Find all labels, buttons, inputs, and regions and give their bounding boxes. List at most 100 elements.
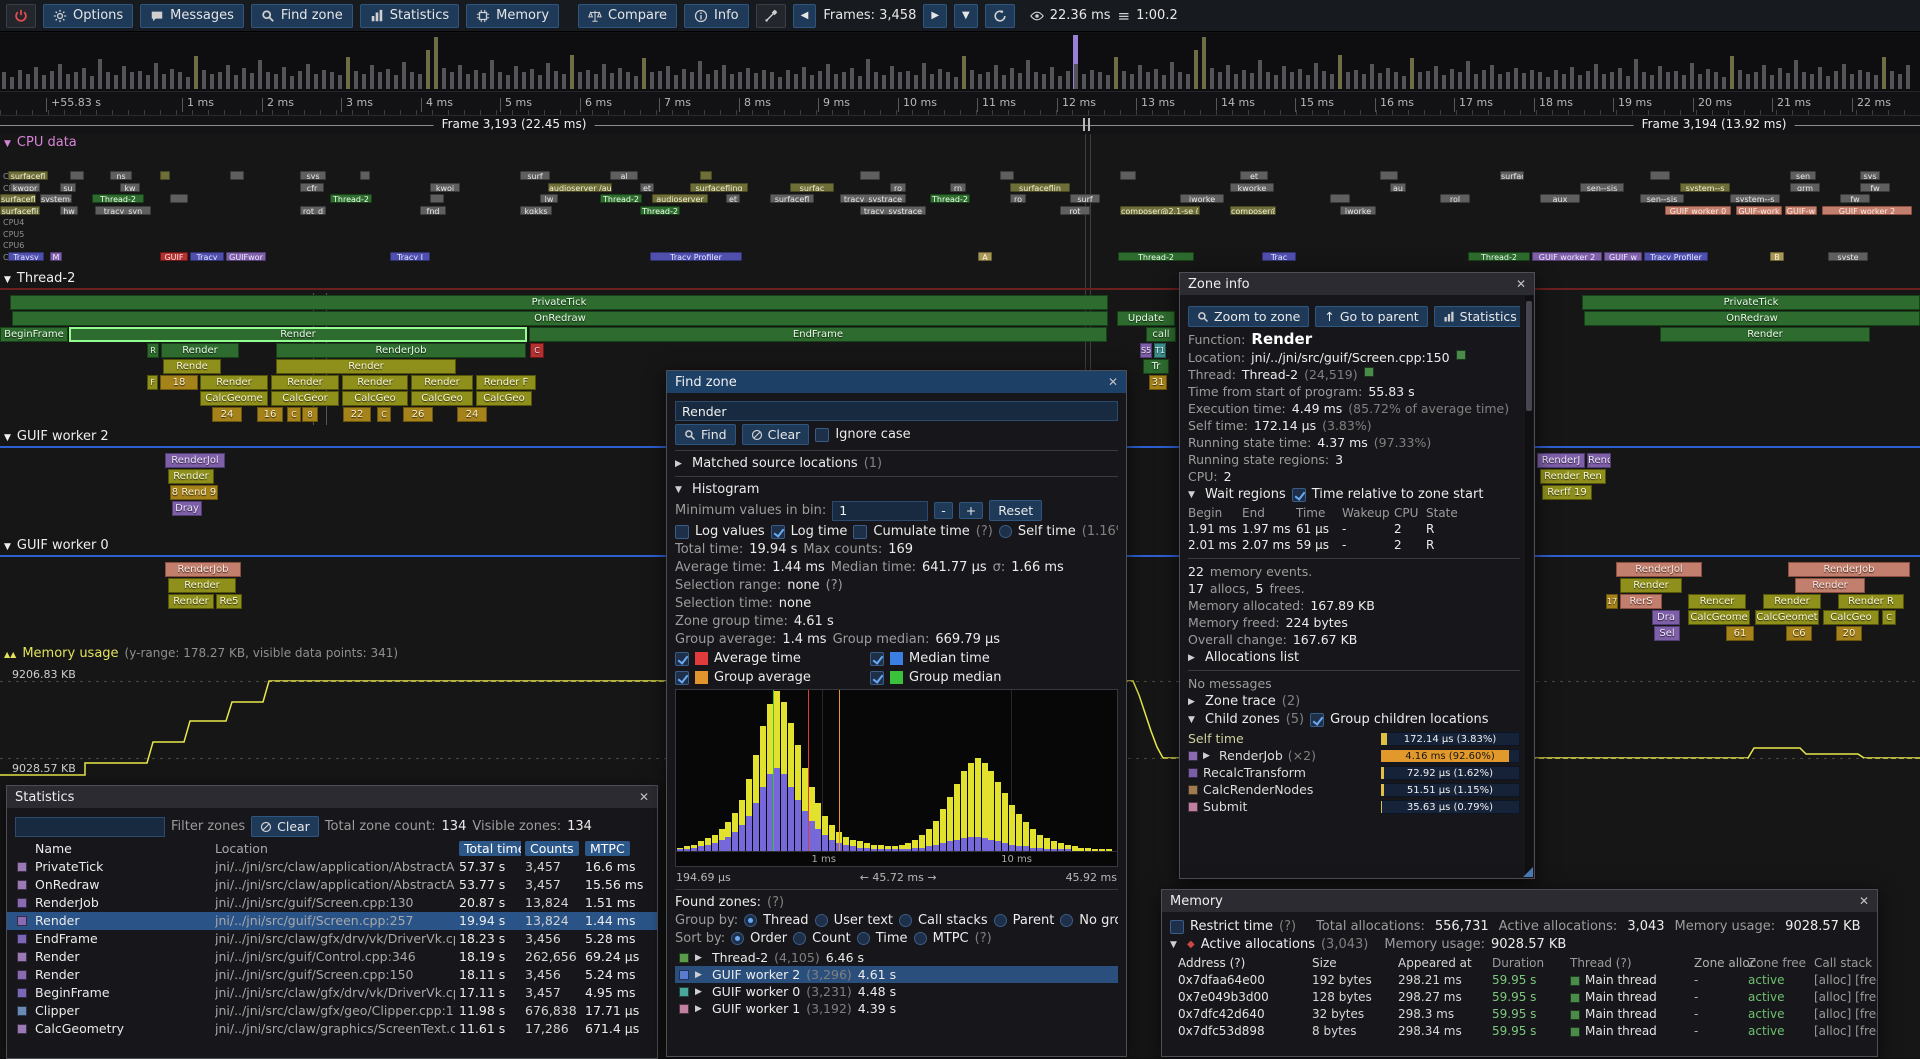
self-time-radio[interactable] bbox=[998, 525, 1012, 538]
frame-prev-button[interactable]: ◀ bbox=[792, 3, 817, 28]
legend-checkbox[interactable] bbox=[870, 670, 884, 685]
zone-info-titlebar[interactable]: Zone info ✕ bbox=[1180, 273, 1534, 295]
matched-locations-toggle[interactable]: ▶ Matched source locations (1) bbox=[675, 456, 1118, 471]
timeline-zone[interactable]: 20 bbox=[1836, 626, 1862, 641]
cpu-segment[interactable]: kwoi bbox=[430, 183, 460, 192]
table-row[interactable]: Render jni/../jni/src/guif/Screen.cpp:257… bbox=[7, 912, 657, 930]
cpu-segment[interactable]: Tracy Profiler bbox=[650, 252, 742, 261]
timeline-zone[interactable]: Render bbox=[271, 375, 339, 390]
min-bin-input[interactable]: 1 bbox=[832, 500, 929, 521]
frame-next-button[interactable]: ▶ bbox=[923, 3, 948, 28]
find-zone-search-input[interactable]: Render bbox=[675, 401, 1118, 421]
cpu-segment[interactable]: composer@ bbox=[1230, 206, 1276, 215]
cpu-segment[interactable]: GUIF w bbox=[1604, 252, 1642, 261]
timeline-zone[interactable]: Render bbox=[1795, 578, 1865, 593]
table-row[interactable]: RenderJob jni/../jni/src/guif/Screen.cpp:… bbox=[7, 894, 657, 912]
statistics-button[interactable]: Statistics bbox=[359, 3, 460, 28]
statistics-header-row[interactable]: Name Location Total time Counts MTPC bbox=[7, 840, 657, 858]
cpu-segment[interactable]: su bbox=[60, 183, 76, 192]
cpu-segment[interactable]: Tracy Profiler bbox=[1644, 252, 1708, 261]
child-zone-row[interactable]: Submit 35.63 μs (0.79%) bbox=[1188, 798, 1520, 815]
timeline-zone[interactable]: PrivateTick bbox=[1582, 295, 1920, 310]
column-header[interactable]: Size bbox=[1312, 956, 1337, 970]
timeline-zone[interactable]: RenderJob bbox=[1788, 562, 1910, 577]
close-icon[interactable]: ✕ bbox=[1858, 894, 1869, 908]
cpu-segment[interactable]: fw bbox=[1860, 183, 1890, 192]
timeline-zone[interactable]: Render bbox=[168, 469, 214, 484]
timeline-zone[interactable]: EndFrame bbox=[529, 327, 1107, 342]
column-header[interactable]: Total time bbox=[459, 840, 521, 858]
power-button[interactable] bbox=[6, 3, 36, 28]
table-row[interactable]: Render jni/../jni/src/guif/Control.cpp:34… bbox=[7, 948, 657, 966]
timeline-zone[interactable]: Render Ren bbox=[1540, 469, 1606, 484]
timeline-zone[interactable]: Dra bbox=[1652, 610, 1680, 625]
cpu-segment[interactable]: fnd bbox=[420, 206, 446, 215]
cpu-segment[interactable] bbox=[160, 171, 170, 180]
wait-regions-toggle[interactable]: ▼ Wait regions Time relative to zone sta… bbox=[1188, 487, 1520, 502]
cpu-segment[interactable]: Tracy I bbox=[390, 252, 430, 261]
cpu-segment[interactable]: surfacefl bbox=[0, 194, 36, 203]
timeline-zone[interactable]: Rencer bbox=[1688, 594, 1746, 609]
timeline-zone[interactable]: BeginFrame bbox=[0, 327, 68, 342]
timeline-zone[interactable]: Rende bbox=[163, 359, 221, 374]
timeline-zone[interactable]: Rend bbox=[1587, 453, 1611, 468]
zoom-to-zone-button[interactable]: Zoom to zone bbox=[1188, 306, 1310, 327]
time-relative-checkbox[interactable] bbox=[1291, 487, 1306, 502]
cpu-segment[interactable]: rol bbox=[1440, 194, 1470, 203]
cpu-segment[interactable]: kworke bbox=[1230, 183, 1274, 192]
timeline-zone[interactable]: CalcGeor bbox=[271, 391, 339, 406]
legend-checkbox[interactable] bbox=[675, 651, 689, 666]
table-row[interactable]: Clipper jni/../jni/src/claw/gfx/geo/Clipp… bbox=[7, 1002, 657, 1020]
timeline-zone[interactable]: 22 bbox=[343, 407, 371, 422]
group-by-radio[interactable] bbox=[814, 914, 828, 927]
cpu-segment[interactable] bbox=[230, 171, 244, 180]
cpu-segment[interactable] bbox=[1650, 171, 1670, 180]
timeline-zone[interactable]: 31 bbox=[1149, 375, 1167, 390]
cpu-segment[interactable]: tracy_systrace bbox=[840, 194, 906, 203]
cpu-segment[interactable]: sen--sis bbox=[1640, 194, 1684, 203]
timeline-zone[interactable]: OnRedraw bbox=[1584, 311, 1920, 326]
timeline-zone[interactable]: RenderJob bbox=[165, 562, 241, 577]
cpu-segment[interactable]: surfaceflin bbox=[1010, 183, 1070, 192]
timeline-zone[interactable]: Sel bbox=[1654, 626, 1680, 641]
column-header[interactable]: Name bbox=[35, 841, 72, 856]
cpu-segment[interactable]: Thread-2 bbox=[930, 194, 970, 203]
allocation-row[interactable]: 0x7dfaa64e00 192 bytes 298.21 ms 59.95 s Mai… bbox=[1170, 972, 1877, 989]
table-row[interactable]: EndFrame jni/../jni/src/claw/gfx/drv/vk/D… bbox=[7, 930, 657, 948]
sort-by-radio[interactable] bbox=[856, 932, 870, 945]
found-zone-row[interactable]: ▶ Thread-2 (4,105) 6.46 s bbox=[675, 949, 1118, 966]
cpu-segment[interactable]: audioserver bbox=[652, 194, 708, 203]
group-by-radio[interactable] bbox=[744, 914, 758, 927]
timeline-zone[interactable]: CalcGeo bbox=[342, 391, 408, 406]
timeline-zone[interactable]: CalcGeome bbox=[1688, 610, 1750, 625]
table-row[interactable]: Render jni/../jni/src/guif/Screen.cpp:150… bbox=[7, 966, 657, 984]
cpu-segment[interactable]: iworke bbox=[1340, 206, 1376, 215]
scrollbar-thumb[interactable] bbox=[1526, 301, 1532, 411]
timeline-zone[interactable]: Render bbox=[342, 375, 408, 390]
timeline-zone[interactable]: CalcGeo bbox=[476, 391, 532, 406]
allocation-row[interactable]: 0x7dfc53d898 8 bytes 298.34 ms 59.95 s Main … bbox=[1170, 1023, 1877, 1040]
cpu-segment[interactable]: kwgpr bbox=[10, 183, 40, 192]
location-value[interactable]: jni/../jni/src/guif/Screen.cpp:150 bbox=[1251, 350, 1450, 365]
reset-button[interactable]: Reset bbox=[989, 500, 1043, 521]
cpu-segment[interactable] bbox=[1330, 194, 1350, 203]
cpu-segment[interactable]: syste bbox=[1828, 252, 1868, 261]
child-zones-toggle[interactable]: ▼ Child zones (5) Group children locatio… bbox=[1188, 712, 1520, 727]
found-zone-row[interactable]: ▶ GUIF worker 1 (3,192) 4.39 s bbox=[675, 1000, 1118, 1017]
timeline-zone[interactable]: Render bbox=[200, 375, 268, 390]
cpu-segment[interactable]: GUIF worker 2 bbox=[1822, 206, 1912, 215]
cpu-segment[interactable]: A bbox=[978, 252, 992, 261]
cpu-segment[interactable]: surfacef bbox=[1500, 171, 1524, 180]
cpu-segment[interactable]: fw bbox=[1840, 194, 1870, 203]
memory-button[interactable]: Memory bbox=[466, 3, 560, 28]
child-zone-row[interactable]: RecalcTransform 72.92 μs (1.62%) bbox=[1188, 764, 1520, 781]
timeline-zone[interactable]: 26 bbox=[403, 407, 433, 422]
cpu-segment[interactable]: sen--sis bbox=[1580, 183, 1624, 192]
cpu-segment[interactable]: hw bbox=[60, 206, 78, 215]
statistics-titlebar[interactable]: Statistics ✕ bbox=[7, 786, 657, 808]
cpu-segment[interactable]: lw bbox=[540, 194, 558, 203]
cpu-segment[interactable]: surfacefling bbox=[690, 183, 748, 192]
cpu-segment[interactable]: tracy_systrace bbox=[860, 206, 926, 215]
sort-by-radio[interactable] bbox=[913, 932, 927, 945]
timeline-zone[interactable]: Render bbox=[168, 594, 214, 609]
